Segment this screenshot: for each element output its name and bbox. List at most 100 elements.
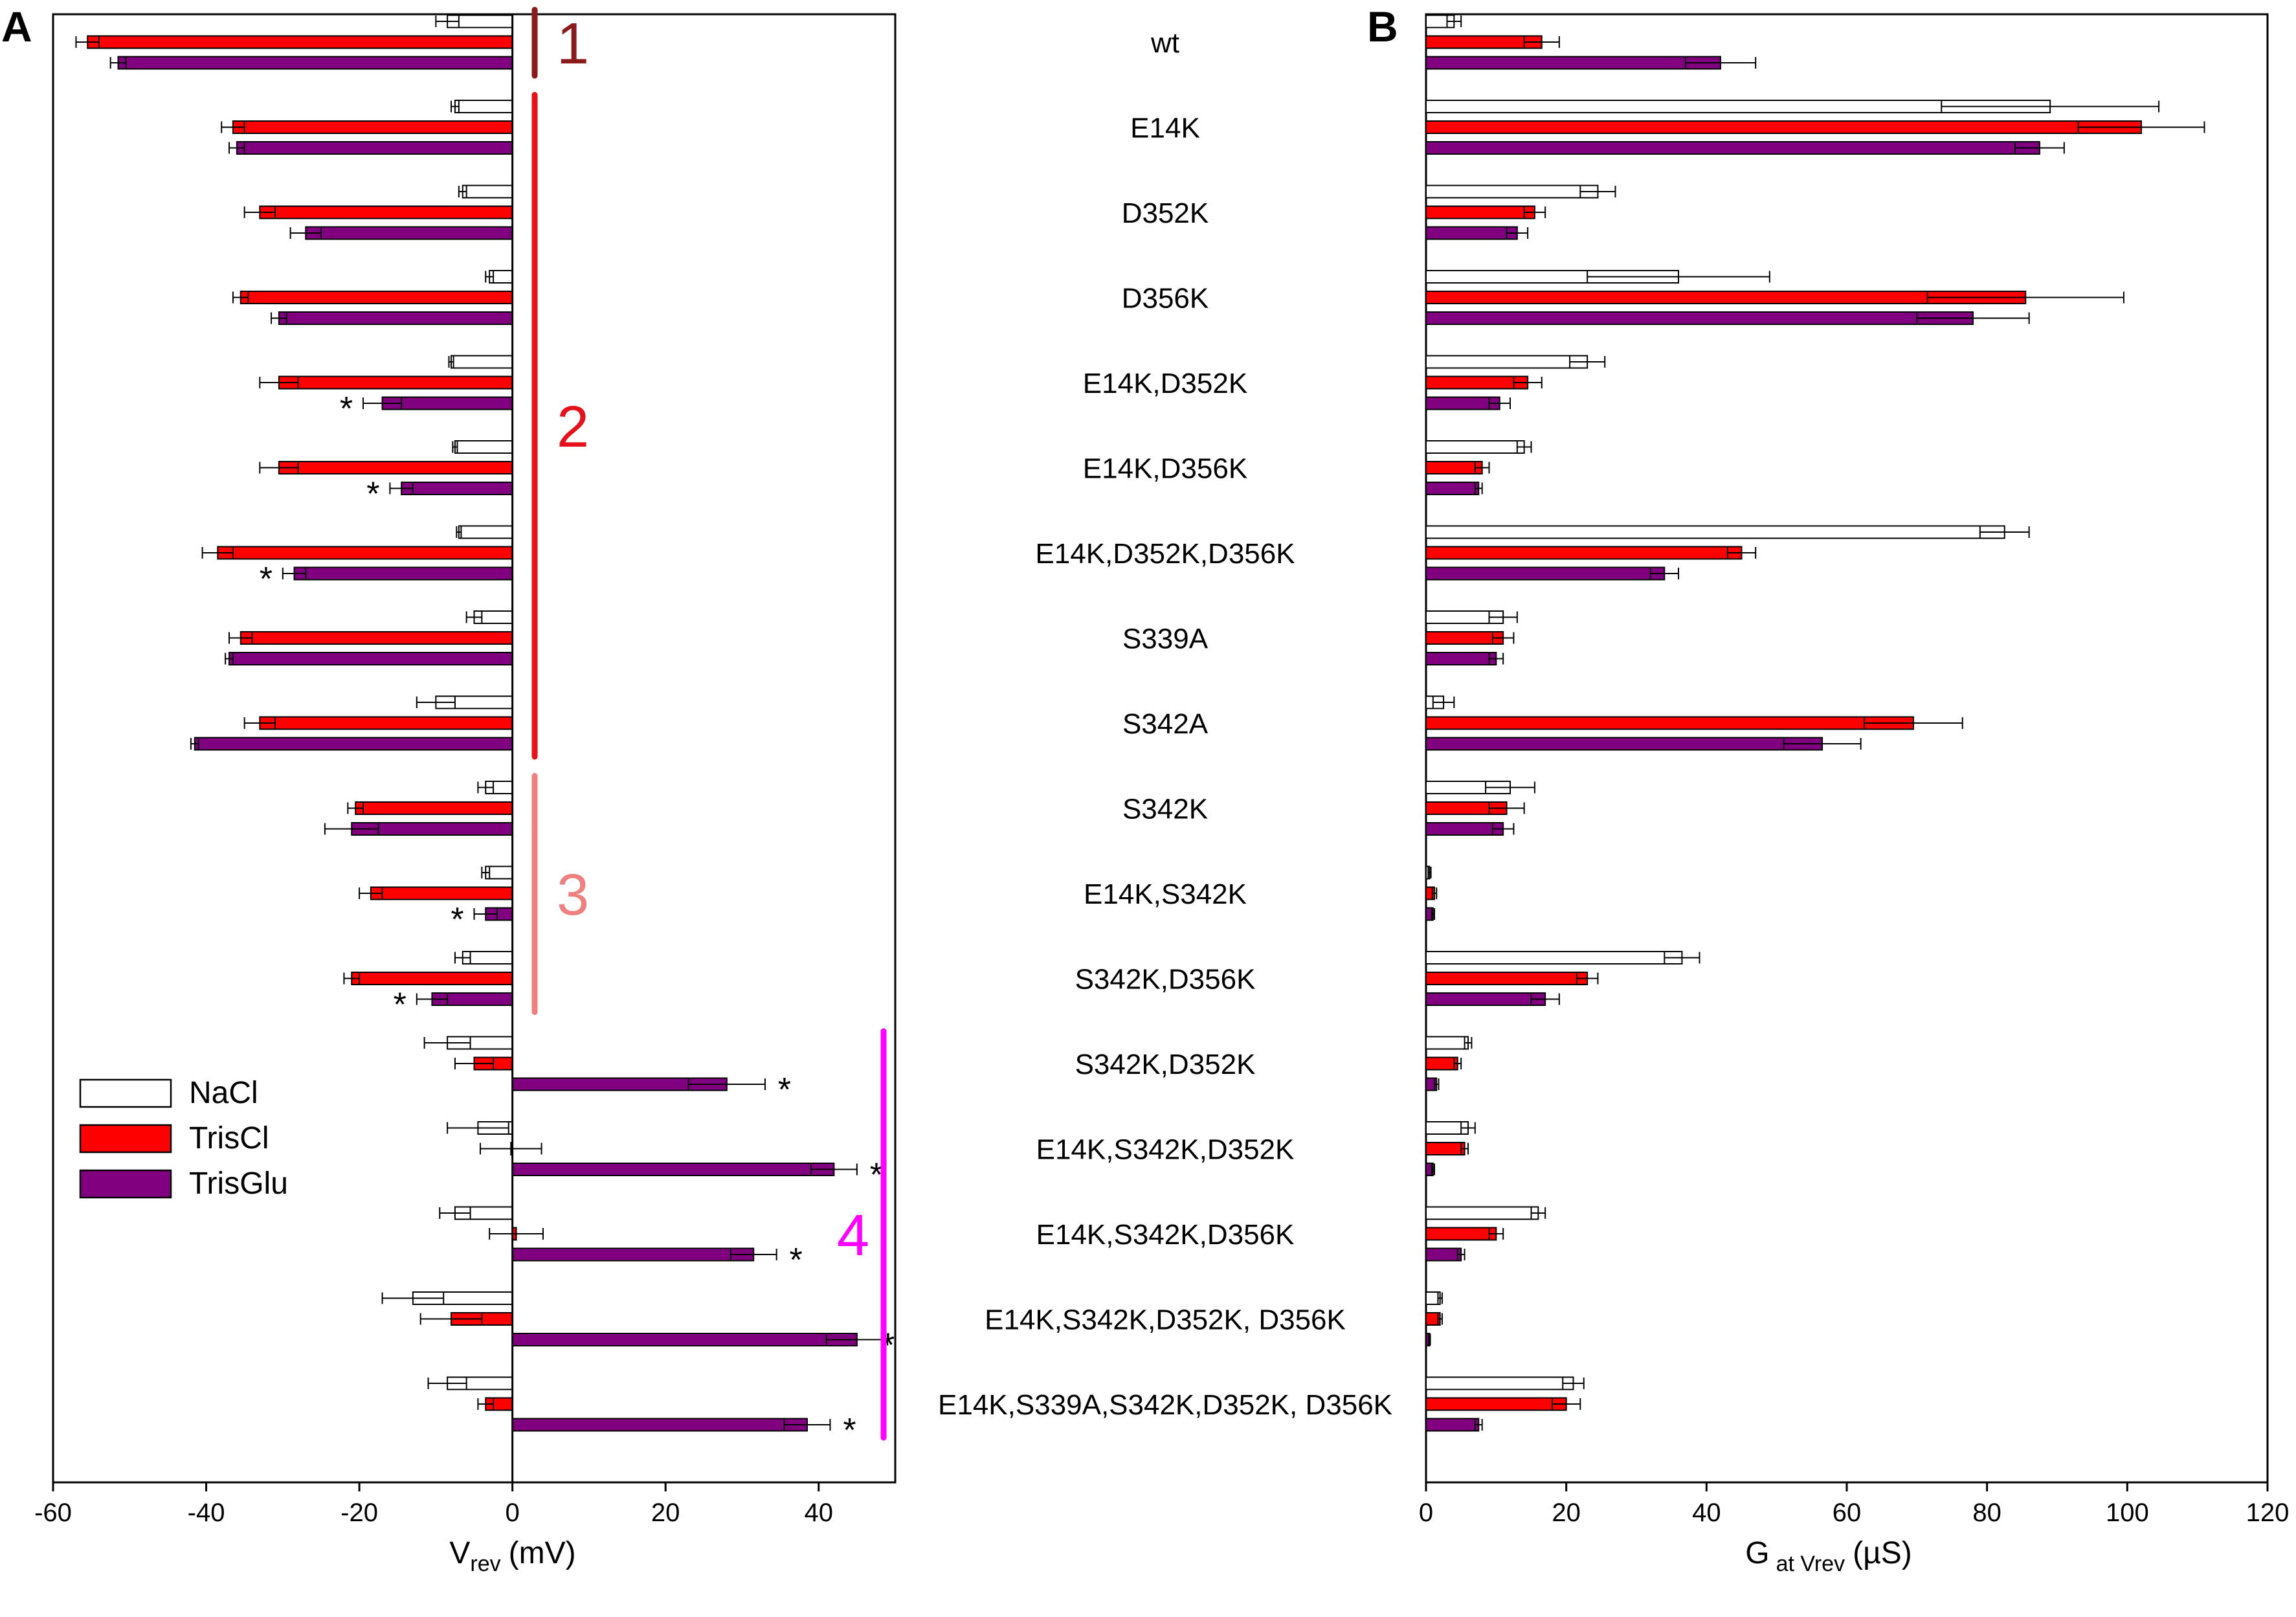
category-label: E14K,S339A,S342K,D352K, D356K [938, 1389, 1392, 1421]
chart-a: -60 -40 -20 0 20 40**********1234NaClTrisClTr… [34, 6, 897, 1527]
category-label: E14K,S342K,D352K, D356K [985, 1304, 1346, 1336]
bar-triscl [1425, 631, 1504, 645]
bar-nacl [1425, 1206, 1539, 1220]
bar-trisglu [194, 737, 513, 751]
significance-star: * [366, 476, 379, 513]
bar-triscl [1425, 120, 2142, 134]
category-label: D352K [1122, 197, 1209, 229]
bar-triscl [278, 375, 513, 390]
x-axis-title-a: Vrev (mV) [449, 1536, 575, 1576]
bar-trisglu [511, 1247, 755, 1262]
significance-star: * [778, 1071, 791, 1109]
panel-a-label: A [1, 3, 32, 50]
bar-triscl [1425, 375, 1529, 390]
bar-triscl [355, 801, 513, 815]
significance-star: * [260, 561, 273, 598]
x-tick-label: -60 [34, 1499, 72, 1527]
bar-triscl [240, 631, 513, 645]
category-label: E14K,D352K [1083, 368, 1247, 399]
x-tick-label: 20 [1552, 1499, 1581, 1527]
legend-swatch-trisglu [79, 1169, 172, 1199]
category-label: S342A [1122, 708, 1209, 740]
bar-nacl [458, 525, 513, 539]
bar-triscl [1425, 972, 1588, 985]
group-label-1: 1 [557, 12, 589, 76]
bar-triscl [217, 546, 513, 560]
x-tick-label: 80 [1972, 1499, 2001, 1527]
bar-trisglu [511, 1418, 808, 1432]
bar-trisglu [1425, 226, 1518, 240]
bar-trisglu [1425, 1247, 1462, 1262]
x-tick-label: 40 [804, 1499, 833, 1527]
group-label-4: 4 [837, 1203, 869, 1268]
bar-triscl [370, 886, 513, 900]
category-label: E14K,S342K,D352K [1036, 1134, 1295, 1166]
group-label-2: 2 [557, 395, 589, 460]
legend-label-triscl: TrisCl [189, 1121, 269, 1155]
significance-star: * [451, 901, 463, 939]
bar-triscl [1425, 1142, 1466, 1155]
bar-trisglu [1425, 311, 1974, 325]
group-label-3: 3 [557, 863, 589, 928]
bar-trisglu [1425, 652, 1497, 665]
bar-triscl [1425, 1227, 1497, 1241]
bar-nacl [1425, 951, 1683, 965]
bar-nacl [1425, 525, 2005, 539]
bar-trisglu [236, 141, 513, 155]
bar-triscl [1425, 1056, 1458, 1071]
bar-nacl [1425, 184, 1599, 199]
x-tick-label: 0 [506, 1499, 520, 1527]
significance-star: * [843, 1412, 856, 1449]
bar-trisglu [511, 1333, 858, 1346]
category-label: S342K,D352K [1075, 1049, 1256, 1080]
category-labels: wt E14K D352K D356K E14K,D352K E14K,D356K E14K… [938, 27, 1392, 1421]
bar-trisglu [293, 566, 513, 581]
bar-triscl [259, 716, 513, 730]
bar-triscl [1425, 546, 1743, 560]
legend: NaCl TrisCl TrisGlu [79, 1076, 288, 1201]
category-label: D356K [1122, 283, 1209, 315]
significance-star: * [790, 1242, 803, 1279]
x-tick-label: 0 [1419, 1499, 1433, 1527]
bar-nacl [1425, 1376, 1574, 1390]
bar-triscl [259, 205, 513, 219]
panel-b-label: B [1367, 3, 1398, 50]
bar-trisglu [278, 311, 513, 325]
bar-trisglu [401, 482, 513, 495]
bar-triscl [1425, 1397, 1567, 1411]
significance-star: * [394, 987, 407, 1024]
bar-triscl [87, 35, 513, 49]
category-label: E14K [1130, 113, 1200, 144]
bar-trisglu [305, 226, 513, 240]
category-label: E14K,D352K,D356K [1035, 538, 1295, 570]
bar-trisglu [117, 56, 513, 70]
bar-nacl [1425, 1036, 1469, 1050]
bar-trisglu [1425, 737, 1823, 751]
bar-trisglu [1425, 56, 1721, 70]
bar-triscl [232, 120, 513, 134]
category-label: S339A [1122, 623, 1209, 655]
category-label: wt [1150, 27, 1179, 59]
chart-b: 0 20 40 60 80 100 120 [1419, 13, 2290, 1527]
legend-label-nacl: NaCl [189, 1076, 258, 1110]
bar-nacl [454, 100, 513, 113]
category-label: S342K [1122, 794, 1208, 825]
significance-star: * [340, 390, 353, 428]
category-label: E14K,S342K,D356K [1036, 1219, 1295, 1251]
bar-trisglu [1425, 822, 1504, 836]
bar-nacl [462, 184, 513, 199]
bar-triscl [351, 972, 513, 985]
x-tick-label: 120 [2246, 1499, 2290, 1527]
x-tick-label: 60 [1833, 1499, 1862, 1527]
bar-trisglu [511, 1163, 835, 1176]
significance-star: * [870, 1157, 883, 1194]
x-tick-label: 20 [651, 1499, 680, 1527]
bar-trisglu [1425, 566, 1666, 581]
bar-nacl [451, 355, 513, 369]
bar-nacl [454, 440, 513, 454]
legend-swatch-nacl [79, 1078, 172, 1108]
x-tick-label: -40 [188, 1499, 225, 1527]
category-label: S342K,D356K [1075, 964, 1256, 996]
